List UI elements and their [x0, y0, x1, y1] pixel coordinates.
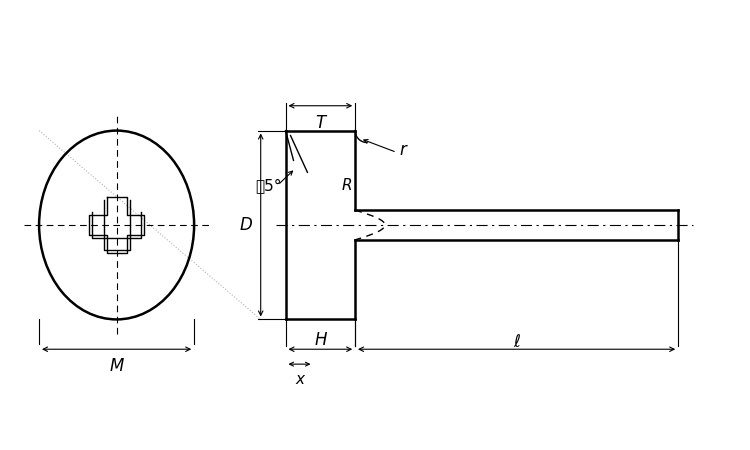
Text: ℓ: ℓ [513, 333, 520, 351]
Text: H: H [314, 331, 326, 349]
Text: r: r [400, 141, 406, 159]
Text: R: R [342, 178, 352, 193]
Text: x: x [295, 372, 304, 387]
Text: D: D [240, 216, 253, 234]
Text: 約5°: 約5° [256, 178, 282, 193]
Text: M: M [110, 357, 124, 375]
Text: T: T [315, 114, 326, 132]
